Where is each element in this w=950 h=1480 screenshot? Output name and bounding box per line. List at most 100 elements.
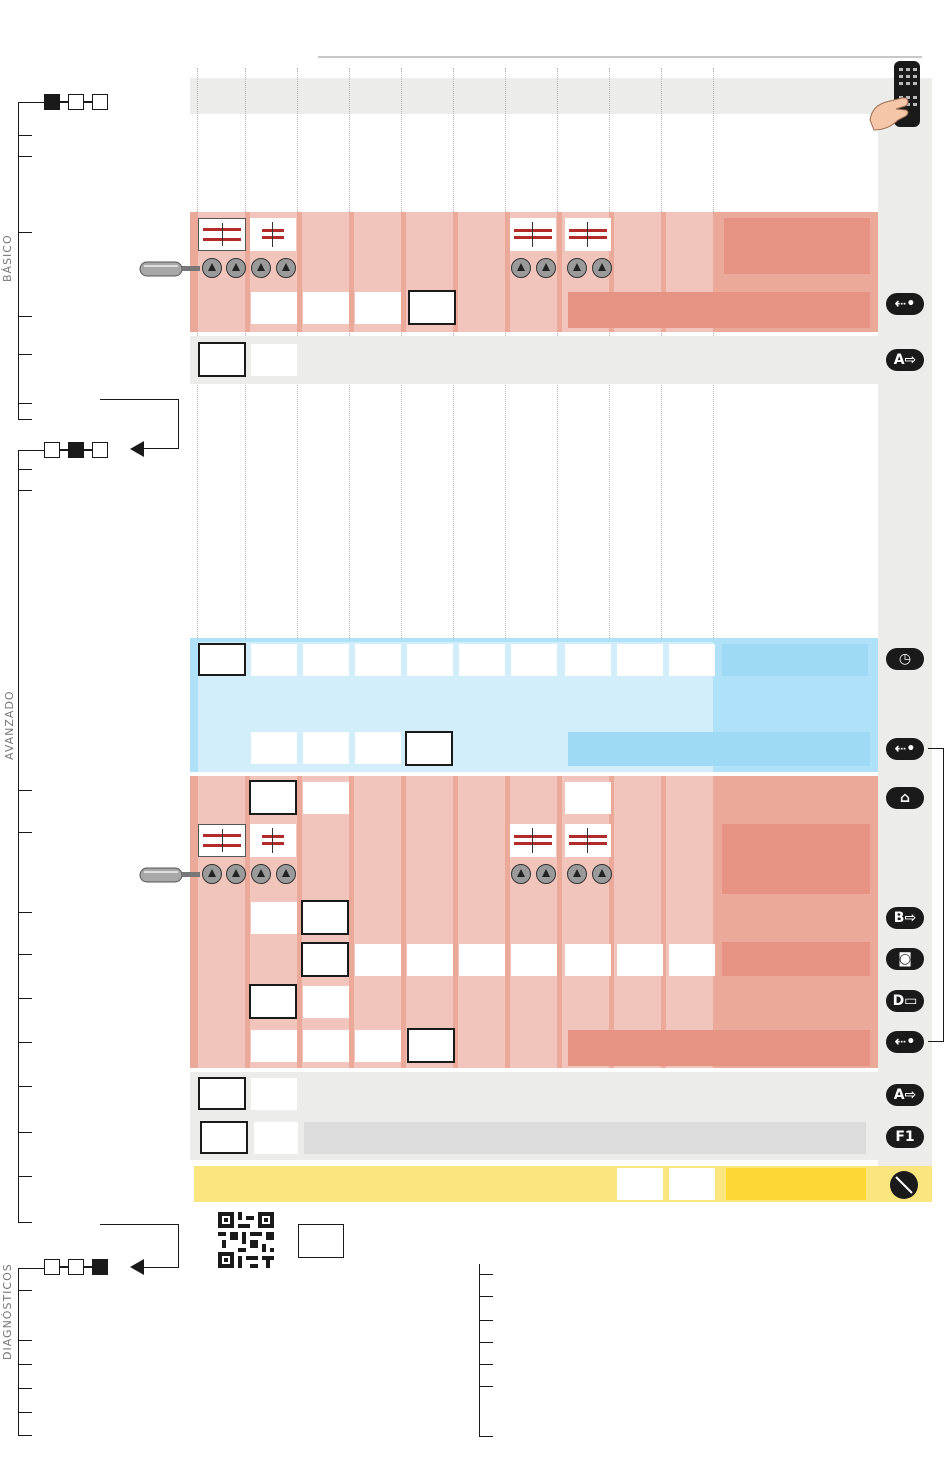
basic-dark-block <box>724 218 870 274</box>
usb-icon: ⇠• <box>886 1031 924 1053</box>
arrow-left-icon <box>130 1259 144 1275</box>
adjust-knob[interactable] <box>226 864 246 884</box>
adjust-knob[interactable] <box>592 258 612 278</box>
basic-dark-bar <box>568 292 870 328</box>
adjust-knob[interactable] <box>276 864 296 884</box>
setting-box[interactable] <box>407 644 453 676</box>
setting-box[interactable] <box>355 644 401 676</box>
setting-box-selected[interactable] <box>198 643 246 676</box>
sweep-icon <box>888 1170 920 1200</box>
f1-bar <box>304 1122 866 1154</box>
mode-selector-basic[interactable] <box>44 92 118 112</box>
setting-box[interactable] <box>251 1078 297 1110</box>
double-bar-icon <box>510 824 556 857</box>
F1-icon: F1 <box>886 1126 924 1148</box>
setting-box[interactable] <box>355 292 401 324</box>
section-label-basic: BÁSICO <box>1 234 14 282</box>
arrow-left-icon <box>130 441 144 457</box>
double-bar-icon <box>565 824 611 857</box>
adjust-knob[interactable] <box>226 258 246 278</box>
setting-box[interactable] <box>617 1168 663 1200</box>
setting-box[interactable] <box>669 644 715 676</box>
double-bar-icon <box>198 218 246 251</box>
setting-box[interactable] <box>355 732 401 764</box>
mode-selector-diagnostics[interactable] <box>44 1257 118 1277</box>
setting-box[interactable] <box>251 902 297 934</box>
double-bar-icon <box>198 824 246 857</box>
qr-code-icon <box>218 1212 274 1268</box>
double-bar-icon <box>250 218 296 251</box>
camera-icon: ◙ <box>886 948 924 970</box>
setting-box[interactable] <box>254 1122 298 1154</box>
setting-box-selected[interactable] <box>407 1028 455 1063</box>
adjust-knob[interactable] <box>276 258 296 278</box>
setting-box[interactable] <box>303 644 349 676</box>
section-label-advanced: AVANZADO <box>3 690 16 760</box>
setting-box[interactable] <box>251 732 297 764</box>
setting-box[interactable] <box>303 782 349 814</box>
setting-box[interactable] <box>303 732 349 764</box>
screwdriver-icon <box>138 256 202 282</box>
double-bar-icon <box>565 218 611 251</box>
setting-box[interactable] <box>251 292 297 324</box>
clock-icon: ◷ <box>886 648 924 670</box>
setting-box[interactable] <box>459 944 505 976</box>
adjust-knob[interactable] <box>567 258 587 278</box>
setting-box-selected[interactable] <box>405 731 453 766</box>
basic-gray-band <box>190 336 878 384</box>
top-rule <box>318 56 922 58</box>
adjust-knob[interactable] <box>251 864 271 884</box>
setting-box-selected[interactable] <box>198 342 246 377</box>
setting-box[interactable] <box>407 944 453 976</box>
adjust-knob[interactable] <box>511 864 531 884</box>
setting-box[interactable] <box>565 644 611 676</box>
setting-box-selected[interactable] <box>249 780 297 815</box>
adjust-knob[interactable] <box>511 258 531 278</box>
setting-box[interactable] <box>669 944 715 976</box>
B-input-icon: B⇨ <box>886 907 924 929</box>
setting-box[interactable] <box>355 1030 401 1062</box>
setting-box[interactable] <box>251 1030 297 1062</box>
screwdriver-icon <box>138 862 202 888</box>
adjust-knob[interactable] <box>567 864 587 884</box>
setting-box[interactable] <box>617 944 663 976</box>
setting-box-selected[interactable] <box>408 290 456 325</box>
adjust-knob[interactable] <box>202 258 222 278</box>
A-input-icon: A⇨ <box>886 1084 924 1106</box>
adjust-knob[interactable] <box>536 258 556 278</box>
header-band <box>190 78 932 114</box>
double-bar-icon <box>250 824 296 857</box>
setting-box-selected[interactable] <box>301 942 349 977</box>
setting-box[interactable] <box>303 986 349 1018</box>
section-label-diagnostics: DIAGNÓSTICOS <box>1 1263 14 1360</box>
adjust-knob[interactable] <box>536 864 556 884</box>
setting-box[interactable] <box>355 944 401 976</box>
setting-box[interactable] <box>511 644 557 676</box>
DD-icon: D▭ <box>886 990 924 1012</box>
mode-selector-advanced[interactable] <box>44 440 118 460</box>
setting-box[interactable] <box>303 1030 349 1062</box>
setting-box[interactable] <box>617 644 663 676</box>
double-bar-icon <box>510 218 556 251</box>
setting-box-selected[interactable] <box>200 1121 248 1154</box>
setting-box-selected[interactable] <box>249 984 297 1019</box>
usb-icon: ⇠• <box>886 293 924 315</box>
ghost-icon: ⌂ <box>886 787 924 809</box>
adjust-knob[interactable] <box>251 258 271 278</box>
A-input-icon: A⇨ <box>886 349 924 371</box>
adjust-knob[interactable] <box>202 864 222 884</box>
setting-box[interactable] <box>303 292 349 324</box>
diagnostics-box[interactable] <box>298 1224 344 1258</box>
usb-icon: ⇠• <box>886 738 924 760</box>
setting-box[interactable] <box>251 344 297 376</box>
adjust-knob[interactable] <box>592 864 612 884</box>
setting-box[interactable] <box>251 644 297 676</box>
setting-box-selected[interactable] <box>198 1077 246 1110</box>
setting-box[interactable] <box>669 1168 715 1200</box>
setting-box[interactable] <box>565 782 611 814</box>
setting-box-selected[interactable] <box>301 900 349 935</box>
setting-box[interactable] <box>565 944 611 976</box>
setting-box[interactable] <box>511 944 557 976</box>
setting-box[interactable] <box>459 644 505 676</box>
remote-control-icon <box>866 60 926 132</box>
